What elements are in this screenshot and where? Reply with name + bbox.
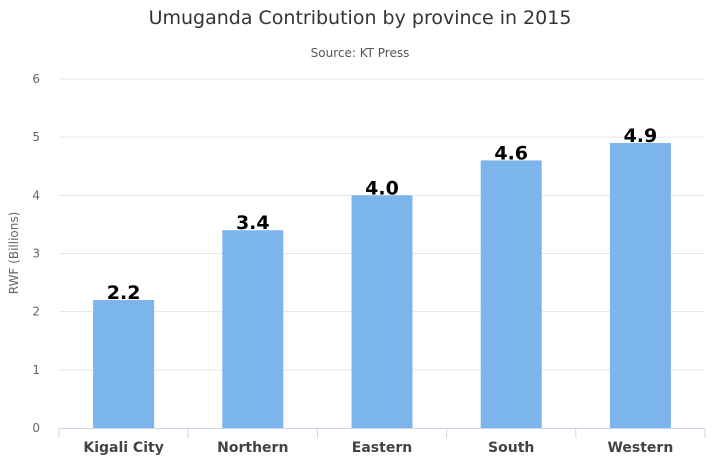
- x-tick-label: Northern: [217, 440, 288, 456]
- y-tick-label: 0: [32, 421, 40, 435]
- data-label: 4.6: [494, 142, 528, 164]
- data-label: 2.2: [107, 282, 141, 304]
- y-tick-label: 1: [32, 363, 40, 377]
- bar: [480, 160, 542, 428]
- y-tick-label: 6: [32, 72, 40, 86]
- bar: [351, 195, 413, 428]
- chart-subtitle: Source: KT Press: [311, 46, 410, 60]
- bar: [222, 230, 284, 428]
- y-axis-label: RWF (Billions): [7, 212, 21, 295]
- bar: [93, 300, 155, 428]
- y-tick-label: 3: [32, 247, 40, 261]
- data-label: 4.9: [624, 125, 658, 147]
- x-tick-label: Western: [607, 440, 673, 456]
- chart-title: Umuganda Contribution by province in 201…: [149, 7, 572, 29]
- x-tick-label: South: [488, 440, 534, 456]
- y-tick-label: 4: [32, 188, 40, 202]
- data-label: 3.4: [236, 212, 270, 234]
- data-label: 4.0: [365, 177, 399, 199]
- y-tick-label: 5: [32, 130, 40, 144]
- bar: [609, 142, 671, 428]
- x-tick-label: Kigali City: [83, 440, 163, 456]
- x-tick-label: Eastern: [352, 440, 412, 456]
- y-tick-label: 2: [32, 305, 40, 319]
